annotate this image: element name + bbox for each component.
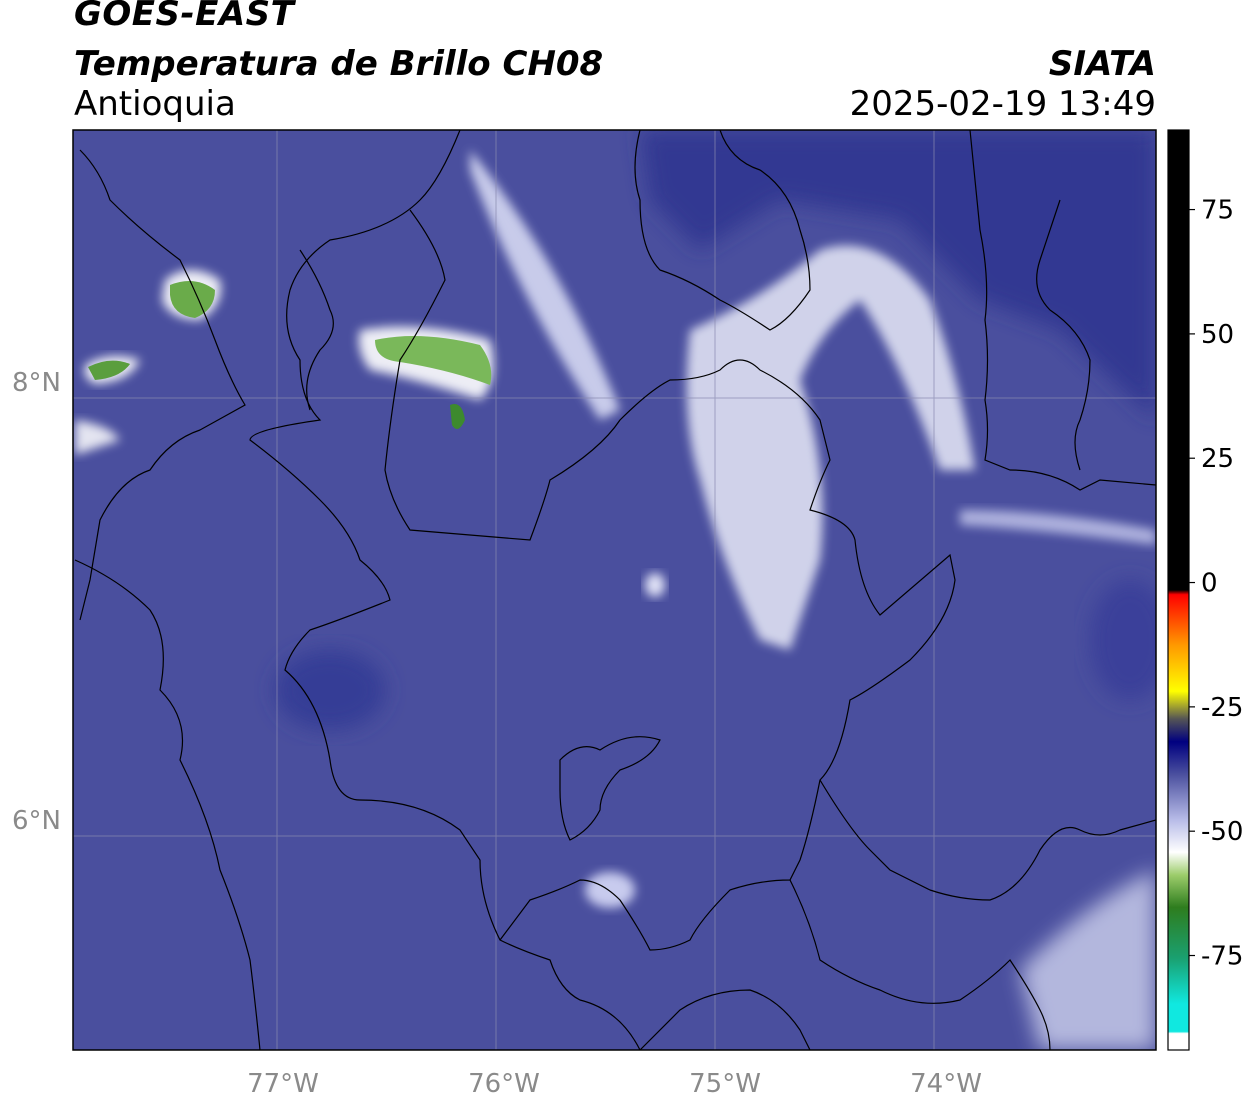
coastline-west [79, 149, 246, 621]
brightness-temperature-field [73, 130, 1156, 1050]
longitude-ticks: 77°W 76°W 75°W 74°W [247, 1069, 982, 1099]
colorbar-tick-label: -75 [1201, 942, 1243, 972]
gulf-coastline [299, 249, 334, 411]
department-boundary-east [969, 130, 1156, 491]
organization-label: SIATA [1048, 44, 1156, 84]
colorbar-ticks: 75 50 25 0 -25 -50 -75 [1189, 196, 1243, 972]
moisture-band-north [470, 150, 620, 420]
cold-cloud-cell-west [88, 360, 130, 380]
region-label: Antioquia [74, 84, 236, 124]
colorbar [1167, 129, 1190, 1051]
dark-patch-west [275, 650, 385, 730]
department-boundary-south [789, 879, 1051, 1050]
department-boundary-southeast [819, 779, 1156, 901]
cold-cloud-cell-small [450, 404, 465, 429]
department-boundary-northeast [1036, 199, 1091, 471]
gridlines [73, 130, 1156, 1050]
longitude-tick-label: 76°W [468, 1069, 540, 1099]
antioquia-boundary-east [384, 209, 956, 951]
antioquia-boundary-west [249, 130, 641, 1050]
map-frame [72, 129, 1157, 1051]
department-boundary-south-inner [639, 989, 811, 1050]
colorbar-tick-label: 50 [1201, 320, 1234, 350]
longitude-tick-label: 77°W [247, 1069, 319, 1099]
colorbar-tick-label: 75 [1201, 196, 1234, 226]
cold-cloud-cell-northwest [170, 281, 215, 318]
colorbar-tick-label: 25 [1201, 444, 1234, 474]
longitude-tick-label: 74°W [910, 1069, 982, 1099]
moisture-spot-west-edge [75, 420, 120, 455]
moisture-spot-center [645, 573, 665, 597]
product-title: Temperatura de Brillo CH08 [74, 44, 604, 84]
colorbar-tick-label: -25 [1201, 693, 1243, 723]
boundaries [74, 130, 1156, 1050]
colorbar-tick-label: -50 [1201, 817, 1243, 847]
latitude-tick-label: 8°N [12, 368, 61, 398]
dark-patch-east [1090, 580, 1156, 700]
timestamp-label: 2025-02-19 13:49 [849, 84, 1156, 124]
latitude-tick-label: 6°N [12, 806, 61, 836]
moisture-cluster-east [686, 245, 975, 651]
colorbar-tick-label: 0 [1201, 569, 1218, 599]
moisture-spot-south [585, 872, 635, 908]
moisture-band-east [960, 510, 1156, 545]
department-boundary-north [634, 130, 811, 331]
cold-cloud-cell-main [375, 336, 492, 385]
coastline-pacific [74, 559, 261, 1050]
satellite-title: GOES-EAST [74, 0, 295, 34]
moisture-region-southeast [1020, 870, 1156, 1050]
longitude-tick-label: 75°W [689, 1069, 761, 1099]
cold-dry-region [640, 130, 1156, 420]
metropolitan-area-boundary [559, 736, 661, 841]
latitude-ticks: 8°N 6°N [12, 368, 61, 836]
